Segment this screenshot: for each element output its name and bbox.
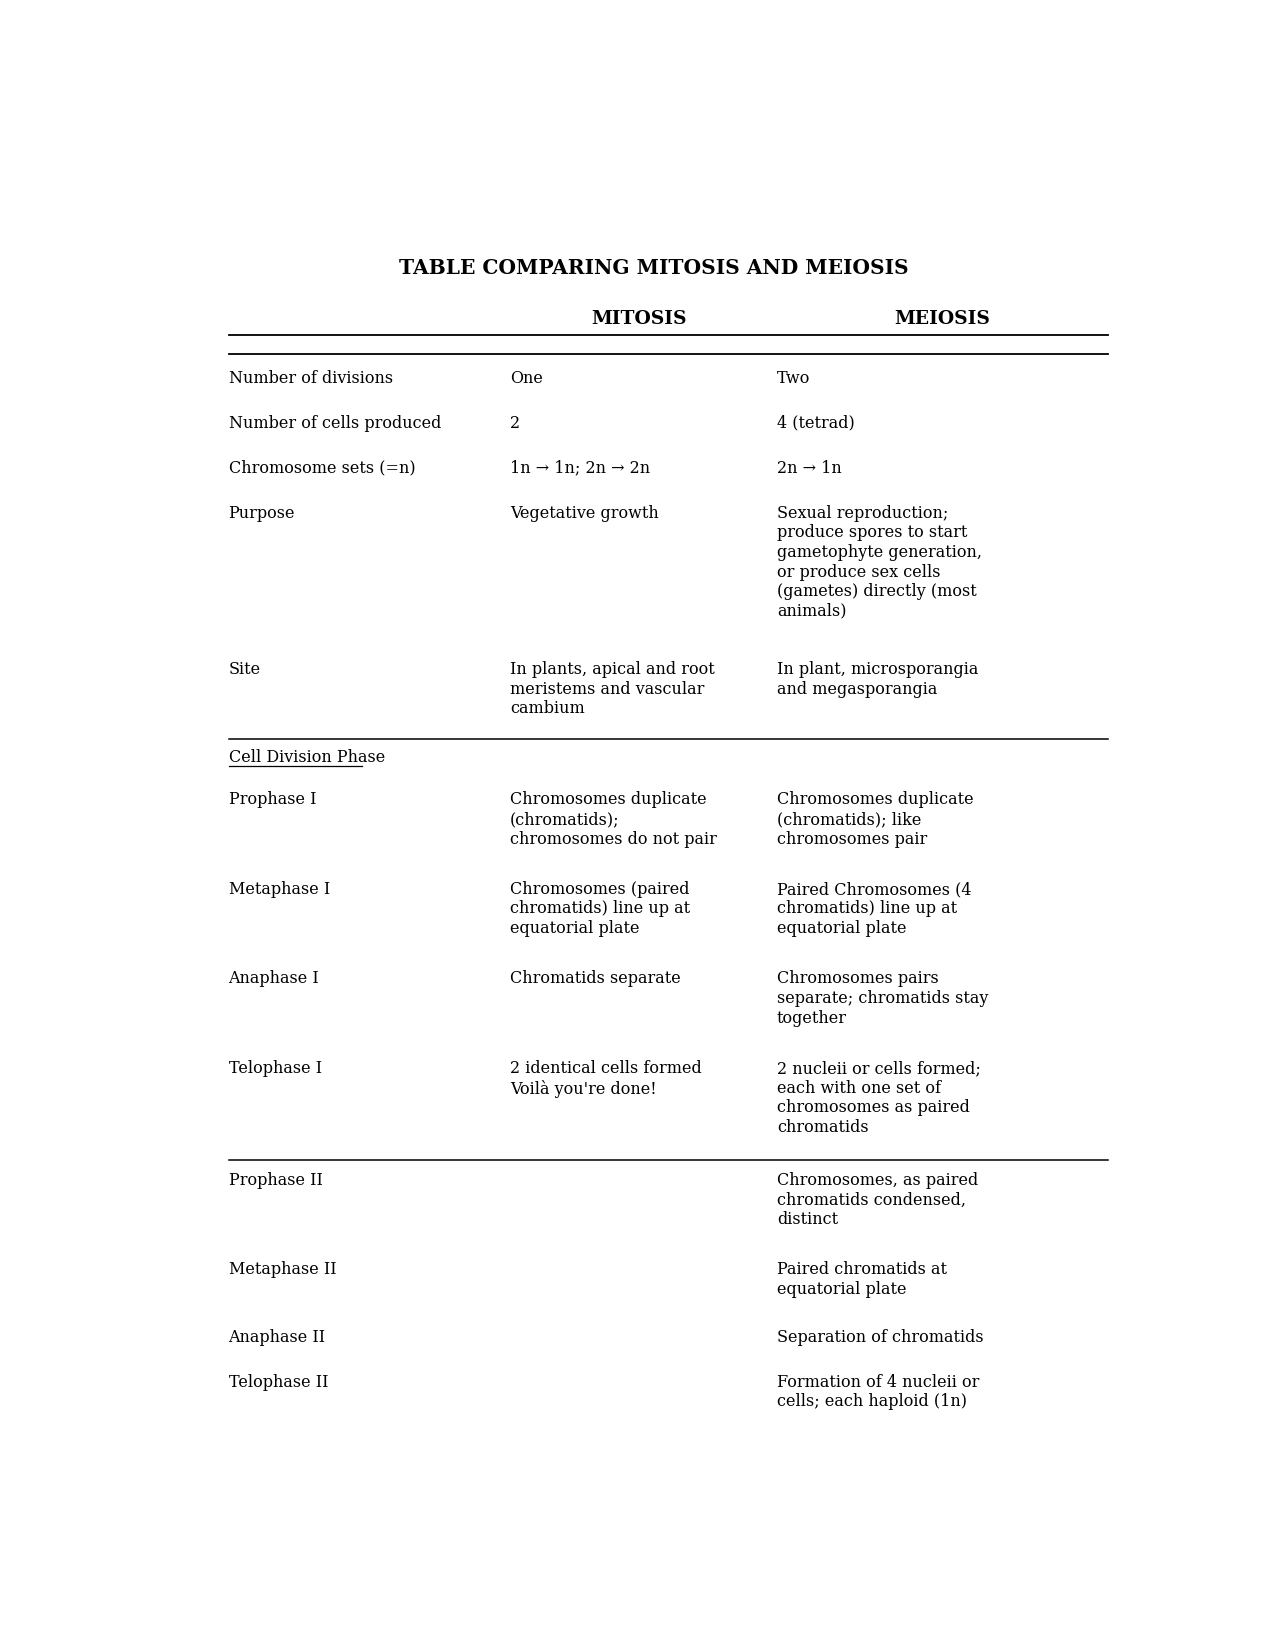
Text: Site: Site bbox=[228, 662, 260, 678]
Text: TABLE COMPARING MITOSIS AND MEIOSIS: TABLE COMPARING MITOSIS AND MEIOSIS bbox=[399, 257, 908, 277]
Text: Paired chromatids at
equatorial plate: Paired chromatids at equatorial plate bbox=[776, 1261, 947, 1299]
Text: One: One bbox=[510, 370, 543, 386]
Text: Telophase II: Telophase II bbox=[228, 1374, 328, 1391]
Text: Metaphase II: Metaphase II bbox=[228, 1261, 337, 1279]
Text: In plant, microsporangia
and megasporangia: In plant, microsporangia and megasporang… bbox=[776, 662, 978, 698]
Text: MITOSIS: MITOSIS bbox=[590, 310, 686, 328]
Text: 1n → 1n; 2n → 2n: 1n → 1n; 2n → 2n bbox=[510, 460, 650, 477]
Text: In plants, apical and root
meristems and vascular
cambium: In plants, apical and root meristems and… bbox=[510, 662, 715, 718]
Text: Number of divisions: Number of divisions bbox=[228, 370, 393, 386]
Text: Cell Division Phase: Cell Division Phase bbox=[228, 749, 385, 766]
Text: Metaphase I: Metaphase I bbox=[228, 881, 330, 898]
Text: Purpose: Purpose bbox=[228, 505, 295, 521]
Text: Formation of 4 nucleii or
cells; each haploid (1n): Formation of 4 nucleii or cells; each ha… bbox=[776, 1374, 979, 1411]
Text: 2 identical cells formed
Voilà you're done!: 2 identical cells formed Voilà you're do… bbox=[510, 1059, 703, 1097]
Text: Chromosome sets (=n): Chromosome sets (=n) bbox=[228, 460, 416, 477]
Text: Anaphase II: Anaphase II bbox=[228, 1328, 325, 1346]
Text: 4 (tetrad): 4 (tetrad) bbox=[776, 414, 854, 432]
Text: Chromosomes (paired
chromatids) line up at
equatorial plate: Chromosomes (paired chromatids) line up … bbox=[510, 881, 690, 937]
Text: 2 nucleii or cells formed;
each with one set of
chromosomes as paired
chromatids: 2 nucleii or cells formed; each with one… bbox=[776, 1059, 980, 1135]
Text: 2: 2 bbox=[510, 414, 520, 432]
Text: Prophase II: Prophase II bbox=[228, 1172, 323, 1190]
Text: Prophase I: Prophase I bbox=[228, 792, 316, 808]
Text: Number of cells produced: Number of cells produced bbox=[228, 414, 441, 432]
Text: Chromosomes pairs
separate; chromatids stay
together: Chromosomes pairs separate; chromatids s… bbox=[776, 970, 988, 1026]
Text: Chromatids separate: Chromatids separate bbox=[510, 970, 681, 987]
Text: Two: Two bbox=[776, 370, 811, 386]
Text: Sexual reproduction;
produce spores to start
gametophyte generation,
or produce : Sexual reproduction; produce spores to s… bbox=[776, 505, 982, 620]
Text: Vegetative growth: Vegetative growth bbox=[510, 505, 659, 521]
Text: Separation of chromatids: Separation of chromatids bbox=[776, 1328, 983, 1346]
Text: Paired Chromosomes (4
chromatids) line up at
equatorial plate: Paired Chromosomes (4 chromatids) line u… bbox=[776, 881, 972, 937]
Text: 2n → 1n: 2n → 1n bbox=[776, 460, 842, 477]
Text: Chromosomes, as paired
chromatids condensed,
distinct: Chromosomes, as paired chromatids conden… bbox=[776, 1172, 978, 1228]
Text: MEIOSIS: MEIOSIS bbox=[895, 310, 991, 328]
Text: Anaphase I: Anaphase I bbox=[228, 970, 319, 987]
Text: Telophase I: Telophase I bbox=[228, 1059, 321, 1077]
Text: Chromosomes duplicate
(chromatids); like
chromosomes pair: Chromosomes duplicate (chromatids); like… bbox=[776, 792, 974, 848]
Text: Chromosomes duplicate
(chromatids);
chromosomes do not pair: Chromosomes duplicate (chromatids); chro… bbox=[510, 792, 717, 848]
